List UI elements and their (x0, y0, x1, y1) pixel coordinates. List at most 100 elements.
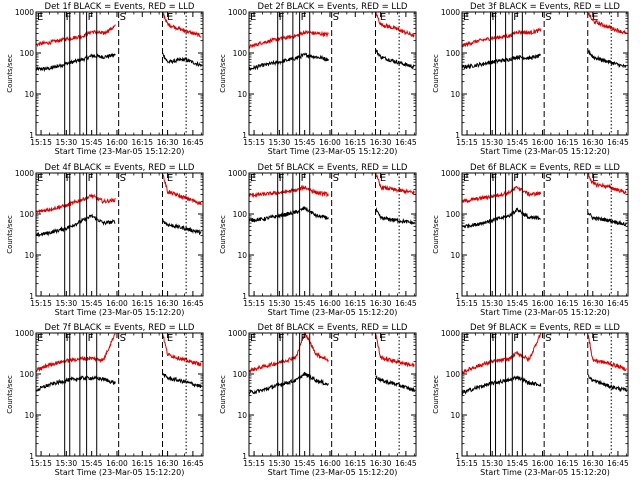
series-events-line (35, 213, 116, 238)
interval-marker: E (592, 12, 598, 23)
x-axis-label: Start Time (23-Mar-05 15:12:20) (55, 147, 185, 156)
interval-marker: E (250, 333, 256, 344)
x-tick-label: 16:15 (131, 299, 153, 308)
plot-frame (35, 11, 204, 136)
series-lld-line (35, 333, 116, 373)
x-tick-label: 16:00 (532, 138, 554, 147)
x-tick-label: 16:45 (395, 138, 417, 147)
series-lld-line (248, 331, 329, 375)
y-tick-label: 100 (20, 49, 35, 58)
interval-marker: E (250, 12, 256, 23)
x-tick-label: 15:15 (456, 459, 478, 468)
interval-marker: S (333, 173, 339, 184)
panel-title: Det 8f BLACK = Events, RED = LLD (258, 323, 408, 333)
series-lld-line (461, 332, 542, 375)
interval-marker: E (592, 333, 598, 344)
panel-det-8: Det 8f BLACK = Events, RED = LLD 1 10 100 10… (219, 323, 417, 477)
plot-frame (248, 11, 417, 136)
x-tick-label: 16:00 (319, 459, 341, 468)
series-lld-line (587, 12, 627, 35)
y-tick-label: 1 (242, 452, 247, 461)
interval-marker: S (545, 12, 551, 23)
interval-marker: F (279, 173, 285, 184)
series-lld-line (248, 29, 329, 49)
y-tick-label: 1000 (15, 329, 34, 338)
interval-marker: F (279, 333, 285, 344)
x-tick-label: 15:15 (30, 138, 52, 147)
x-tick-label: 16:45 (182, 459, 204, 468)
series-lld-line (162, 12, 202, 38)
panel-title: Det 6f BLACK = Events, RED = LLD (470, 163, 620, 173)
y-tick-label: 1000 (228, 169, 247, 178)
y-tick-label: 1 (29, 292, 34, 301)
y-tick-label: 10 (24, 411, 34, 420)
x-tick-label: 15:30 (56, 459, 78, 468)
interval-marker: E (167, 333, 173, 344)
x-tick-label: 15:45 (81, 459, 103, 468)
series-lld-line (587, 334, 627, 372)
interval-marker: E (250, 173, 256, 184)
interval-marker: E (37, 333, 43, 344)
x-tick-label: 15:45 (294, 459, 316, 468)
series-events-line (375, 375, 415, 393)
x-tick-label: 15:30 (481, 299, 503, 308)
series-lld-line (35, 193, 116, 215)
x-axis-label: Start Time (23-Mar-05 15:12:20) (55, 308, 185, 317)
interval-marker: F (513, 12, 519, 23)
interval-marker: S (545, 333, 551, 344)
x-axis-label: Start Time (23-Mar-05 15:12:20) (268, 468, 398, 477)
x-tick-label: 15:30 (269, 459, 291, 468)
x-tick-label: 16:00 (106, 299, 128, 308)
y-axis-label: Counts/sec (219, 54, 227, 93)
x-tick-label: 16:00 (106, 138, 128, 147)
y-tick-label: 10 (237, 90, 247, 99)
plot-frame (35, 172, 204, 297)
y-tick-label: 1000 (441, 169, 460, 178)
series-events-line (375, 49, 415, 70)
x-axis-label: Start Time (23-Mar-05 15:12:20) (268, 308, 398, 317)
series-events-line (461, 375, 542, 396)
panel-det-7: Det 7f BLACK = Events, RED = LLD 1 10 100 10… (6, 323, 204, 477)
panel-title: Det 9f BLACK = Events, RED = LLD (470, 323, 620, 333)
x-tick-label: 16:45 (607, 299, 629, 308)
interval-marker: F (88, 173, 94, 184)
series-lld-line (162, 334, 202, 367)
interval-marker: E (167, 12, 173, 23)
x-tick-label: 16:45 (182, 299, 204, 308)
y-tick-label: 100 (233, 49, 248, 58)
series-events-line (248, 206, 329, 223)
x-tick-label: 15:15 (456, 138, 478, 147)
interval-marker: E (463, 333, 469, 344)
interval-marker: F (492, 333, 498, 344)
x-axis-label: Start Time (23-Mar-05 15:12:20) (480, 308, 610, 317)
y-tick-label: 1000 (441, 8, 460, 17)
panel-title: Det 5f BLACK = Events, RED = LLD (258, 163, 408, 173)
series-lld-line (461, 185, 542, 204)
x-tick-label: 16:15 (557, 138, 579, 147)
x-tick-label: 15:45 (507, 299, 529, 308)
panel-title: Det 3f BLACK = Events, RED = LLD (470, 2, 620, 12)
x-tick-label: 15:30 (481, 138, 503, 147)
x-tick-label: 15:30 (481, 459, 503, 468)
x-axis-label: Start Time (23-Mar-05 15:12:20) (55, 468, 185, 477)
interval-marker: E (380, 12, 386, 23)
panel-det-4: Det 4f BLACK = Events, RED = LLD 1 10 100 10… (6, 163, 204, 317)
plot-frame (461, 11, 629, 136)
interval-marker: F (88, 333, 94, 344)
x-tick-label: 15:15 (30, 459, 52, 468)
series-events-line (461, 53, 541, 70)
plot-frame (35, 332, 204, 457)
panel-det-2: Det 2f BLACK = Events, RED = LLD 1 10 100 10… (219, 2, 417, 156)
x-tick-label: 16:45 (395, 459, 417, 468)
x-tick-label: 16:30 (157, 138, 179, 147)
x-tick-label: 16:30 (157, 459, 179, 468)
y-tick-label: 10 (450, 411, 460, 420)
x-tick-label: 15:15 (243, 299, 265, 308)
interval-marker: E (380, 333, 386, 344)
x-axis-label: Start Time (23-Mar-05 15:12:20) (480, 147, 610, 156)
panel-det-5: Det 5f BLACK = Events, RED = LLD 1 10 100 10… (219, 163, 417, 317)
interval-marker: S (333, 333, 339, 344)
y-tick-label: 1 (455, 292, 460, 301)
interval-marker: E (463, 12, 469, 23)
y-tick-label: 100 (446, 210, 461, 219)
